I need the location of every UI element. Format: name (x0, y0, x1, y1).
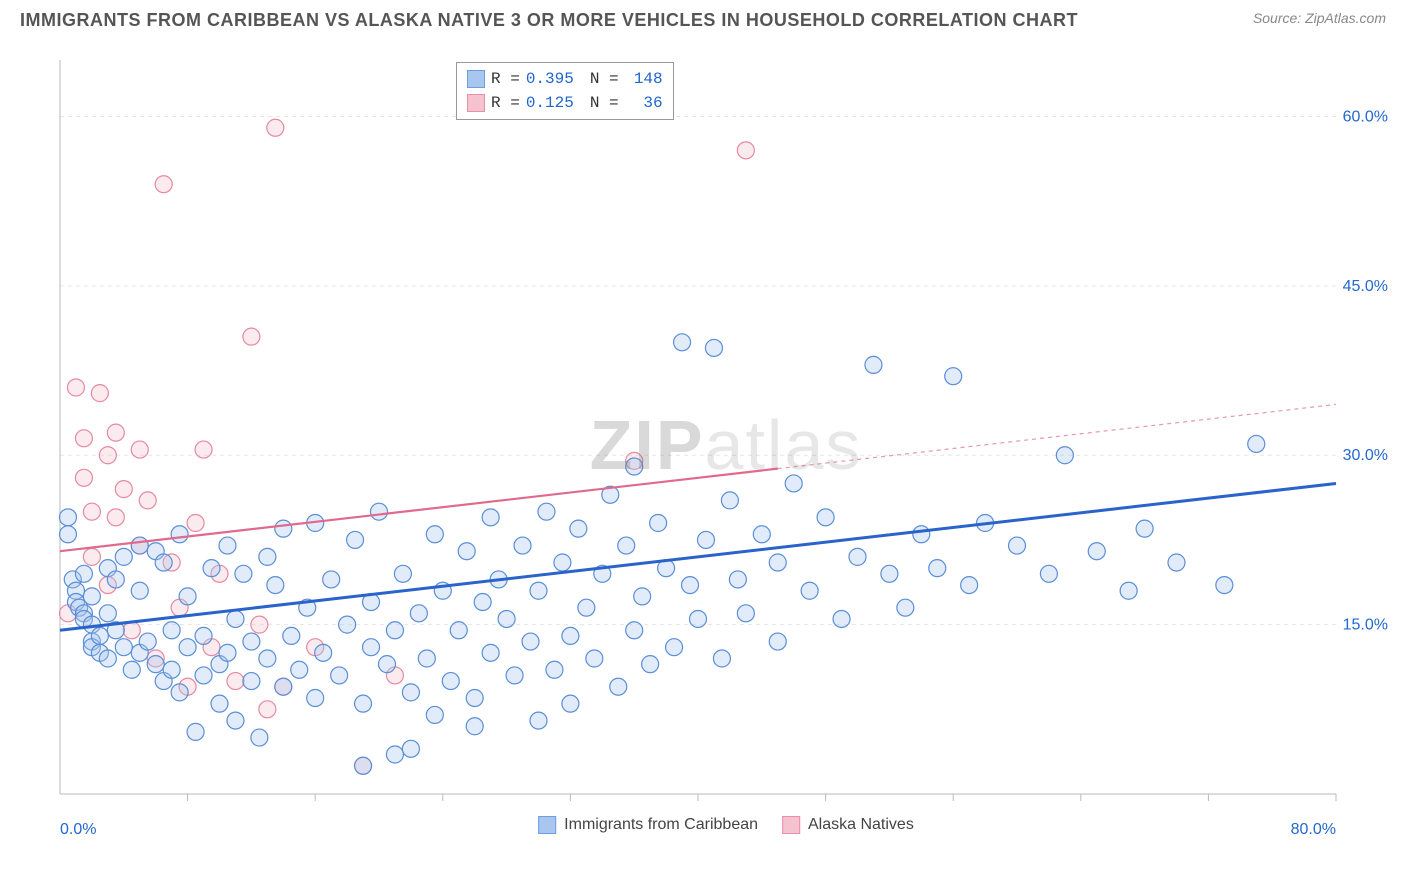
svg-text:45.0%: 45.0% (1343, 278, 1388, 295)
svg-text:60.0%: 60.0% (1343, 108, 1388, 125)
svg-text:0.0%: 0.0% (60, 821, 96, 838)
series-legend: Immigrants from Caribbean Alaska Natives (538, 816, 914, 834)
stats-row: R =0.395N =148 (467, 67, 663, 91)
legend-item: Immigrants from Caribbean (538, 816, 758, 834)
legend-item: Alaska Natives (782, 816, 914, 834)
source-attribution: Source: ZipAtlas.com (1253, 10, 1386, 26)
series-swatch (467, 70, 485, 88)
correlation-scatter-chart: 15.0%30.0%45.0%60.0%0.0%80.0% ZIPatlas R… (56, 50, 1396, 840)
svg-text:15.0%: 15.0% (1343, 617, 1388, 634)
page-title: IMMIGRANTS FROM CARIBBEAN VS ALASKA NATI… (20, 10, 1078, 31)
series-swatch (782, 816, 800, 834)
series-swatch (538, 816, 556, 834)
series-swatch (467, 94, 485, 112)
chart-svg: 15.0% 30.0% 45.0% 60.0% 0.0% 80.0% (56, 50, 1396, 840)
correlation-stats-legend: R =0.395N =148R =0.125N =36 (456, 62, 674, 120)
svg-text:80.0%: 80.0% (1291, 821, 1336, 838)
stats-row: R =0.125N =36 (467, 91, 663, 115)
svg-text:30.0%: 30.0% (1343, 447, 1388, 464)
